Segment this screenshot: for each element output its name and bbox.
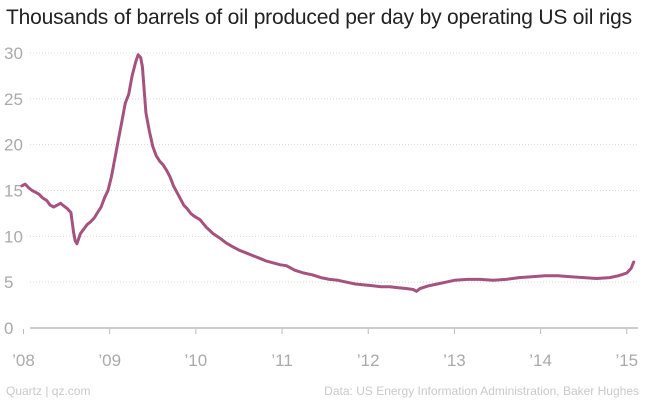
footer-source-right: Data: US Energy Information Administrati… xyxy=(324,384,639,398)
y-tick-label-5: 5 xyxy=(4,273,13,292)
x-tick-label-2012: ’12 xyxy=(357,351,380,370)
y-tick-label-30: 30 xyxy=(4,44,23,63)
series-layer xyxy=(20,53,636,293)
chart-title: Thousands of barrels of oil produced per… xyxy=(6,6,632,29)
x-tick-label-2014: ’14 xyxy=(529,351,552,370)
x-tick-label-2009: ’09 xyxy=(98,351,121,370)
y-tick-label-0: 0 xyxy=(4,319,13,338)
x-axis: ’08 ’09 ’10 ’11 ’12 ’13 ’14 ’15 xyxy=(12,327,638,370)
y-tick-label-15: 15 xyxy=(4,182,23,201)
footer-source-left: Quartz | qz.com xyxy=(6,384,91,398)
x-tick-label-2008: ’08 xyxy=(12,351,35,370)
y-tick-label-10: 10 xyxy=(4,227,23,246)
x-tick-label-2010: ’10 xyxy=(185,351,208,370)
x-tick-label-2013: ’13 xyxy=(443,351,466,370)
y-axis-tick-labels: 0 5 10 15 20 25 30 xyxy=(4,44,23,338)
x-tick-label-2015: ’15 xyxy=(615,351,638,370)
grid-lines xyxy=(30,52,638,283)
series-line-0 xyxy=(20,53,636,293)
x-tick-label-2011: ’11 xyxy=(271,351,292,370)
y-tick-label-20: 20 xyxy=(4,136,23,155)
y-tick-label-25: 25 xyxy=(4,90,23,109)
